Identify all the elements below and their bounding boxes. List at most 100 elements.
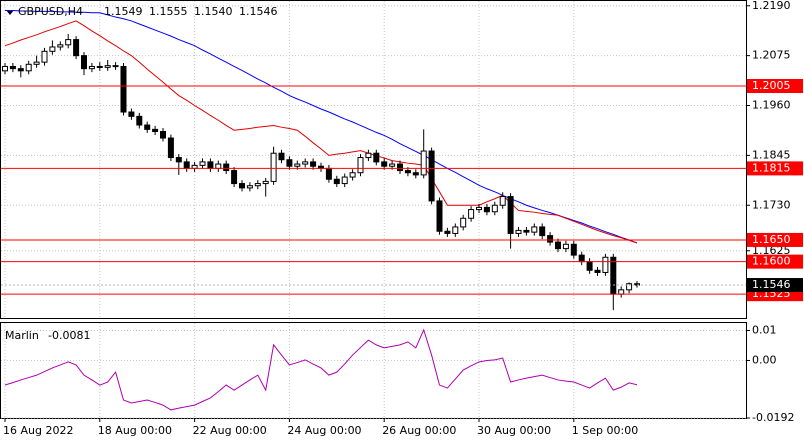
candle-body	[539, 226, 546, 237]
candle-body	[468, 209, 475, 219]
candle-body	[610, 256, 617, 295]
x-tick-label: 30 Aug 00:00	[477, 424, 551, 437]
candle-body	[483, 206, 490, 213]
candle-body	[231, 170, 238, 185]
candle-body	[602, 256, 609, 273]
candle-body	[254, 183, 261, 187]
x-tick-label: 16 Aug 2022	[3, 424, 73, 437]
candle-body	[65, 39, 72, 46]
current-price-label: 1.1546	[752, 278, 791, 291]
candle-body	[531, 226, 538, 233]
candle-body	[167, 137, 174, 159]
candle-body	[286, 159, 293, 167]
candle-body	[223, 163, 230, 172]
level-label-box	[747, 254, 803, 269]
candle-body	[49, 46, 56, 52]
candle-body	[420, 150, 427, 176]
header-value: 1.1540	[194, 5, 233, 18]
candle-body	[128, 111, 135, 117]
candle-body	[104, 65, 111, 68]
candle-body	[215, 163, 222, 169]
candle-body	[397, 163, 403, 172]
candle-body	[207, 161, 214, 169]
y-tick-label: 1.1845	[752, 148, 791, 161]
candle-body	[199, 161, 206, 166]
candle-body	[144, 124, 151, 130]
candle-body	[412, 172, 419, 176]
header-value: 1.1546	[239, 5, 278, 18]
candle-body	[586, 261, 593, 271]
candle-body	[499, 196, 506, 206]
candle-body	[389, 163, 396, 167]
candle-body	[365, 152, 372, 159]
candle-body	[96, 65, 103, 68]
candle-body	[33, 61, 40, 65]
indicator-value: -0.0081	[48, 329, 90, 342]
candle-body	[302, 161, 309, 165]
x-tick-label: 18 Aug 00:00	[98, 424, 172, 437]
candle-body	[57, 44, 64, 48]
candle-body	[460, 217, 467, 228]
y-tick-label: 1.1730	[752, 198, 791, 211]
y-tick-label: 0.00	[752, 353, 777, 366]
candle-body	[452, 226, 459, 234]
candle-body	[120, 65, 127, 113]
indicator-line	[4, 328, 638, 411]
candle-body	[570, 243, 577, 256]
moving-average	[4, 20, 638, 244]
candle-body	[381, 161, 388, 167]
header-value: 1.1555	[149, 5, 188, 18]
y-tick-label: 1.1625	[752, 244, 791, 257]
candle-body	[294, 163, 301, 167]
x-tick-label: 1 Sep 00:00	[572, 424, 638, 437]
candle-body	[547, 235, 554, 243]
candle-body	[17, 68, 24, 72]
menu-triangle	[6, 10, 14, 15]
level-label: 1.2005	[752, 79, 791, 92]
indicator-name: Marlin	[5, 329, 39, 342]
y-tick-label: -0.0192	[752, 411, 794, 424]
level-label-box	[747, 78, 803, 93]
header-value: 1.1549	[104, 5, 143, 18]
candle-body	[578, 254, 585, 263]
y-tick-label: 1.1960	[752, 99, 791, 112]
level-label: 1.1600	[752, 255, 791, 268]
symbol-label: GBPUSD,H4	[18, 5, 83, 18]
x-tick-label: 24 Aug 00:00	[287, 424, 361, 437]
candle-body	[373, 152, 380, 163]
candle-body	[310, 161, 317, 167]
moving-average	[5, 10, 638, 244]
candle-body	[507, 196, 514, 234]
candle-body	[357, 157, 364, 174]
candle-body	[341, 176, 348, 185]
candle-body	[41, 50, 48, 63]
candle-body	[349, 172, 356, 178]
candle-body	[278, 152, 285, 161]
candle-body	[270, 152, 277, 182]
y-tick-label: 0.01	[752, 323, 777, 336]
candle-body	[183, 161, 190, 169]
candle-body	[325, 167, 332, 180]
candle-body	[333, 178, 340, 185]
candle-body	[618, 289, 625, 295]
candle-body	[523, 229, 530, 233]
candle-body	[81, 55, 87, 70]
candle-body	[2, 65, 8, 72]
level-label-box	[747, 232, 803, 247]
level-label-box	[747, 161, 803, 176]
candle-body	[562, 243, 569, 250]
level-label: 1.1815	[752, 161, 791, 174]
candle-body	[9, 65, 16, 70]
candle-body	[491, 204, 498, 213]
x-tick-label: 26 Aug 00:00	[382, 424, 456, 437]
candle-body	[444, 230, 451, 234]
candle-body	[594, 269, 601, 273]
candle-body	[555, 241, 561, 250]
candle-body	[25, 63, 32, 72]
x-tick-label: 22 Aug 00:00	[193, 424, 267, 437]
current-price-box	[747, 278, 803, 293]
level-label: 1.1650	[752, 233, 791, 246]
main-frame	[0, 0, 747, 319]
y-tick-label: 1.2075	[752, 49, 791, 62]
